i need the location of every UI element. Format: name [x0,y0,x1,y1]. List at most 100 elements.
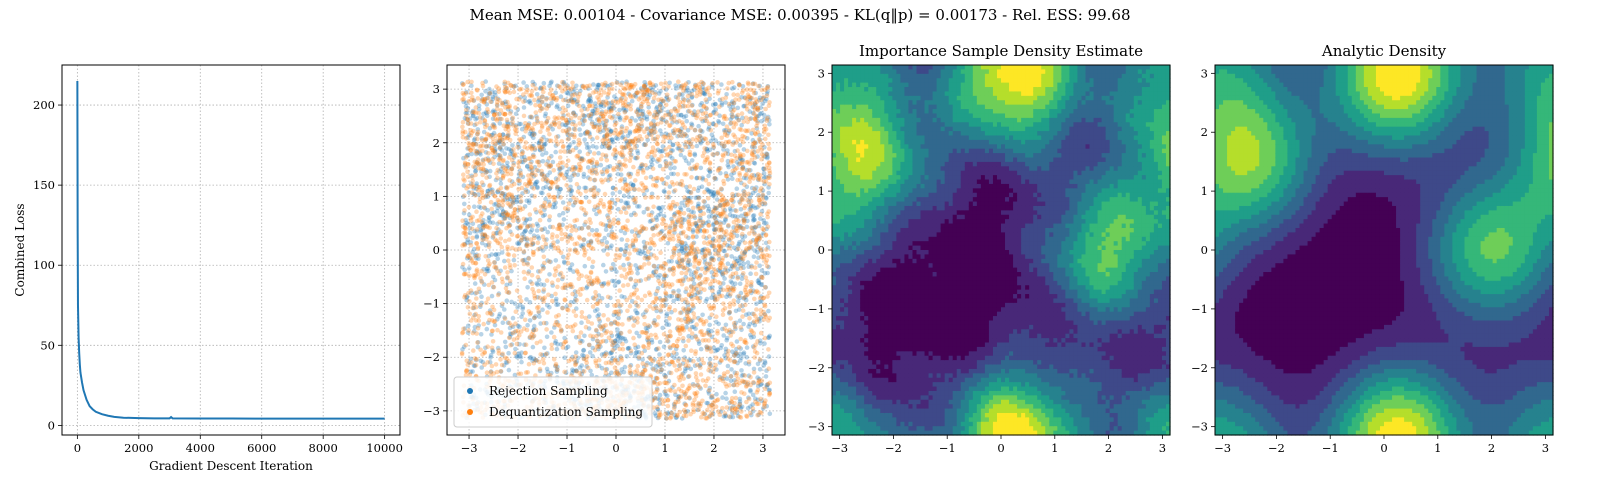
scatter-point [646,101,651,107]
scatter-point [657,273,663,278]
scatter-point [610,191,616,196]
scatter-point [692,153,698,158]
scatter-point [517,159,523,164]
scatter-point [497,311,503,317]
scatter-point [636,355,642,360]
scatter-point [506,350,511,356]
scatter-point [466,190,472,195]
scatter-point [735,244,741,249]
scatter-point [533,110,539,115]
scatter-point [598,162,604,168]
scatter-point [508,265,513,271]
scatter-point [613,358,618,363]
scatter-point [547,186,553,191]
scatter-point [683,316,688,322]
scatter-point [570,80,575,86]
scatter-point [713,251,718,257]
scatter-point [562,149,567,154]
scatter-point [766,308,771,314]
scatter-point [683,395,689,401]
scatter-point [746,246,751,252]
scatter-point [462,294,467,300]
scatter-point [547,259,552,264]
scatter-point [711,243,717,248]
scatter-point [577,164,583,170]
scatter-point [592,296,597,302]
scatter-point [551,95,557,101]
scatter-point [514,197,519,203]
scatter-point [623,136,628,142]
scatter-point [490,89,495,95]
scatter-point [473,105,479,110]
scatter-point [711,145,716,150]
scatter-point [719,375,724,381]
scatter-point [672,389,678,394]
scatter-point [763,284,768,290]
scatter-point [626,256,631,261]
scatter-point [740,165,746,171]
scatter-point [671,182,676,187]
scatter-point [751,366,757,372]
scatter-point [530,223,535,228]
scatter-point [676,394,681,400]
scatter-point [478,152,483,157]
scatter-point [689,331,695,336]
scatter-point [582,137,587,142]
scatter-point [701,411,707,417]
scatter-point [761,95,766,100]
scatter-point [601,262,606,268]
scatter-point [731,245,737,251]
scatter-point [617,159,622,165]
scatter-point [469,79,474,85]
scatter-point [467,230,473,236]
scatter-point [657,381,663,386]
scatter-point [515,178,521,183]
scatter-point [640,372,646,377]
scatter-point [635,363,641,369]
scatter-point [762,341,767,346]
scatter-point [745,381,750,387]
scatter-point [627,329,632,334]
scatter-point [650,273,655,279]
scatter-point [464,107,469,113]
scatter-point [623,163,628,169]
scatter-point [664,416,669,421]
scatter-point [515,323,521,329]
scatter-point [474,296,479,301]
scatter-point [520,174,526,180]
scatter-point [573,362,578,368]
scatter-point [510,115,516,121]
scatter-point [679,200,684,206]
scatter-point [634,90,640,95]
scatter-point [758,307,764,313]
scatter-point [527,299,533,305]
scatter-point [754,260,759,265]
scatter-point [623,338,629,344]
scatter-point [700,398,705,404]
scatter-point [517,353,522,359]
scatter-point [479,280,485,285]
scatter-point [751,380,756,385]
scatter-point [479,169,484,174]
scatter-point [463,155,469,160]
scatter-point [705,140,710,146]
scatter-point [487,91,493,96]
scatter-point [553,149,558,155]
scatter-point [484,122,490,128]
scatter-point [578,132,583,138]
scatter-point [729,112,735,117]
scatter-point [572,249,578,254]
scatter-point [536,277,542,283]
scatter-point [521,105,527,110]
scatter-point [467,225,473,231]
scatter-point [763,312,768,318]
y-tick-label: 50 [40,338,55,352]
scatter-point [719,343,724,348]
scatter-point [707,161,713,166]
scatter-point [747,231,752,236]
scatter-point [704,118,709,124]
y-tick-label: 100 [33,258,55,272]
scatter-point [516,164,522,170]
scatter-point [644,308,649,313]
scatter-point [766,132,771,138]
